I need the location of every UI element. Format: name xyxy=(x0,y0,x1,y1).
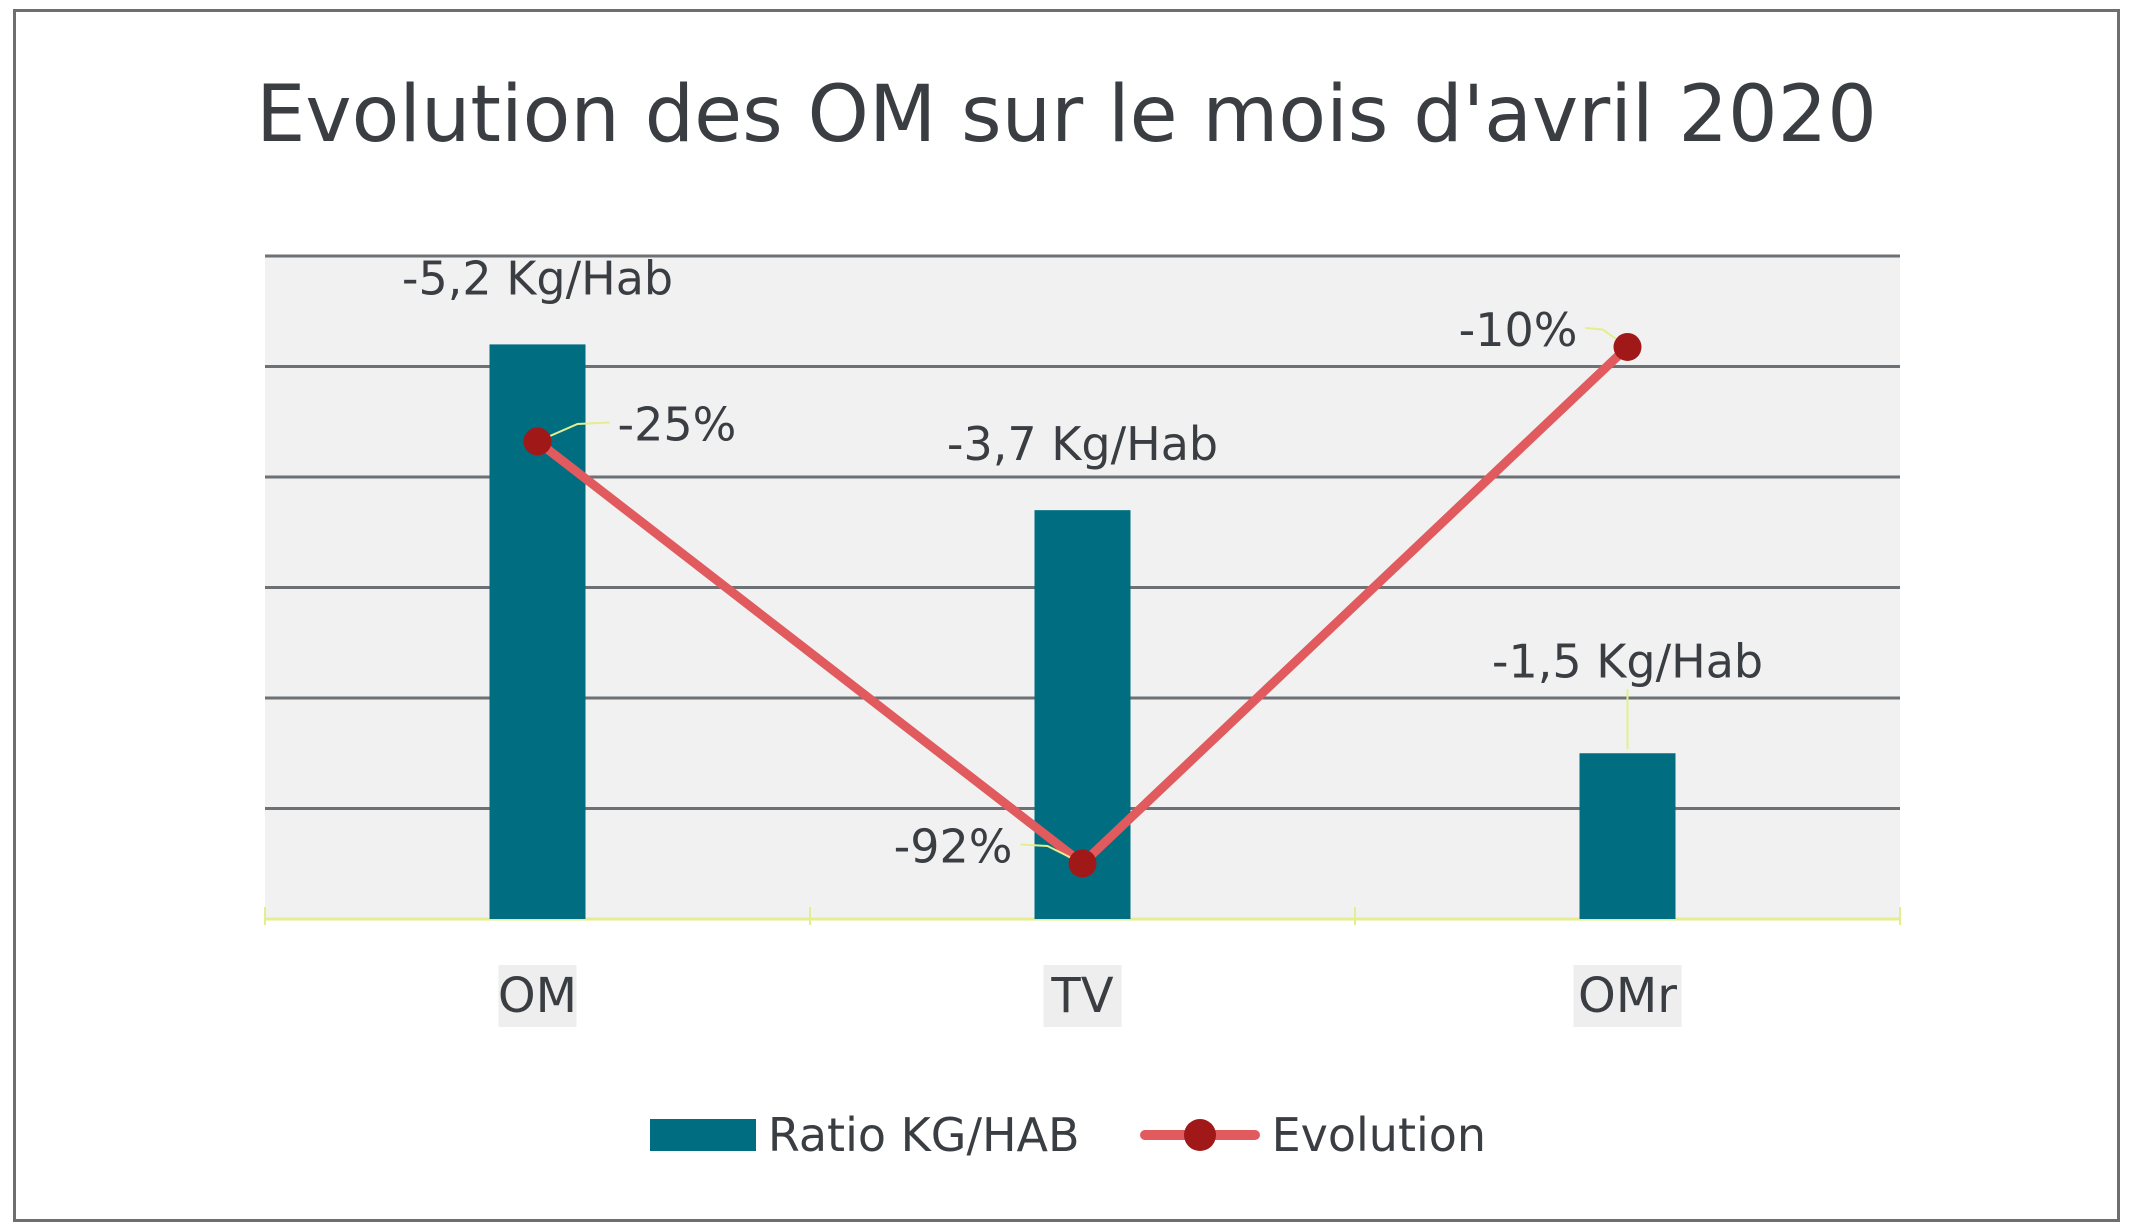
category-label-bg xyxy=(1043,965,1122,1027)
point-marker-tv xyxy=(1068,849,1097,878)
point-data-label: -92% xyxy=(894,819,1013,873)
bar-data-label: -5,2 Kg/Hab xyxy=(402,251,673,305)
legend-label-bars: Ratio KG/HAB xyxy=(767,1108,1080,1162)
category-label: OM xyxy=(498,968,577,1024)
category-label-bg xyxy=(1573,965,1682,1027)
legend-swatch-bar xyxy=(649,1119,756,1151)
bar-omr xyxy=(1579,753,1676,919)
point-label-leader xyxy=(537,421,610,443)
point-marker-omr xyxy=(1613,332,1642,361)
point-marker-om xyxy=(523,427,552,456)
bar-data-label: -1,5 Kg/Hab xyxy=(1492,634,1763,688)
legend-item-bars: Ratio KG/HAB xyxy=(649,1108,1080,1162)
legend-swatch-line xyxy=(1139,1115,1260,1155)
chart-title: Evolution des OM sur le mois d'avril 202… xyxy=(256,70,1877,160)
point-data-label: -25% xyxy=(618,397,737,451)
legend-label-line: Evolution xyxy=(1271,1108,1487,1162)
chart-legend: Ratio KG/HAB Evolution xyxy=(0,1108,2136,1162)
category-label-bg xyxy=(498,965,577,1027)
legend-item-line: Evolution xyxy=(1139,1108,1487,1162)
category-label: OMr xyxy=(1578,968,1677,1024)
point-data-label: -10% xyxy=(1459,303,1578,357)
category-label: TV xyxy=(1050,968,1113,1024)
bar-data-label: -3,7 Kg/Hab xyxy=(947,417,1218,471)
